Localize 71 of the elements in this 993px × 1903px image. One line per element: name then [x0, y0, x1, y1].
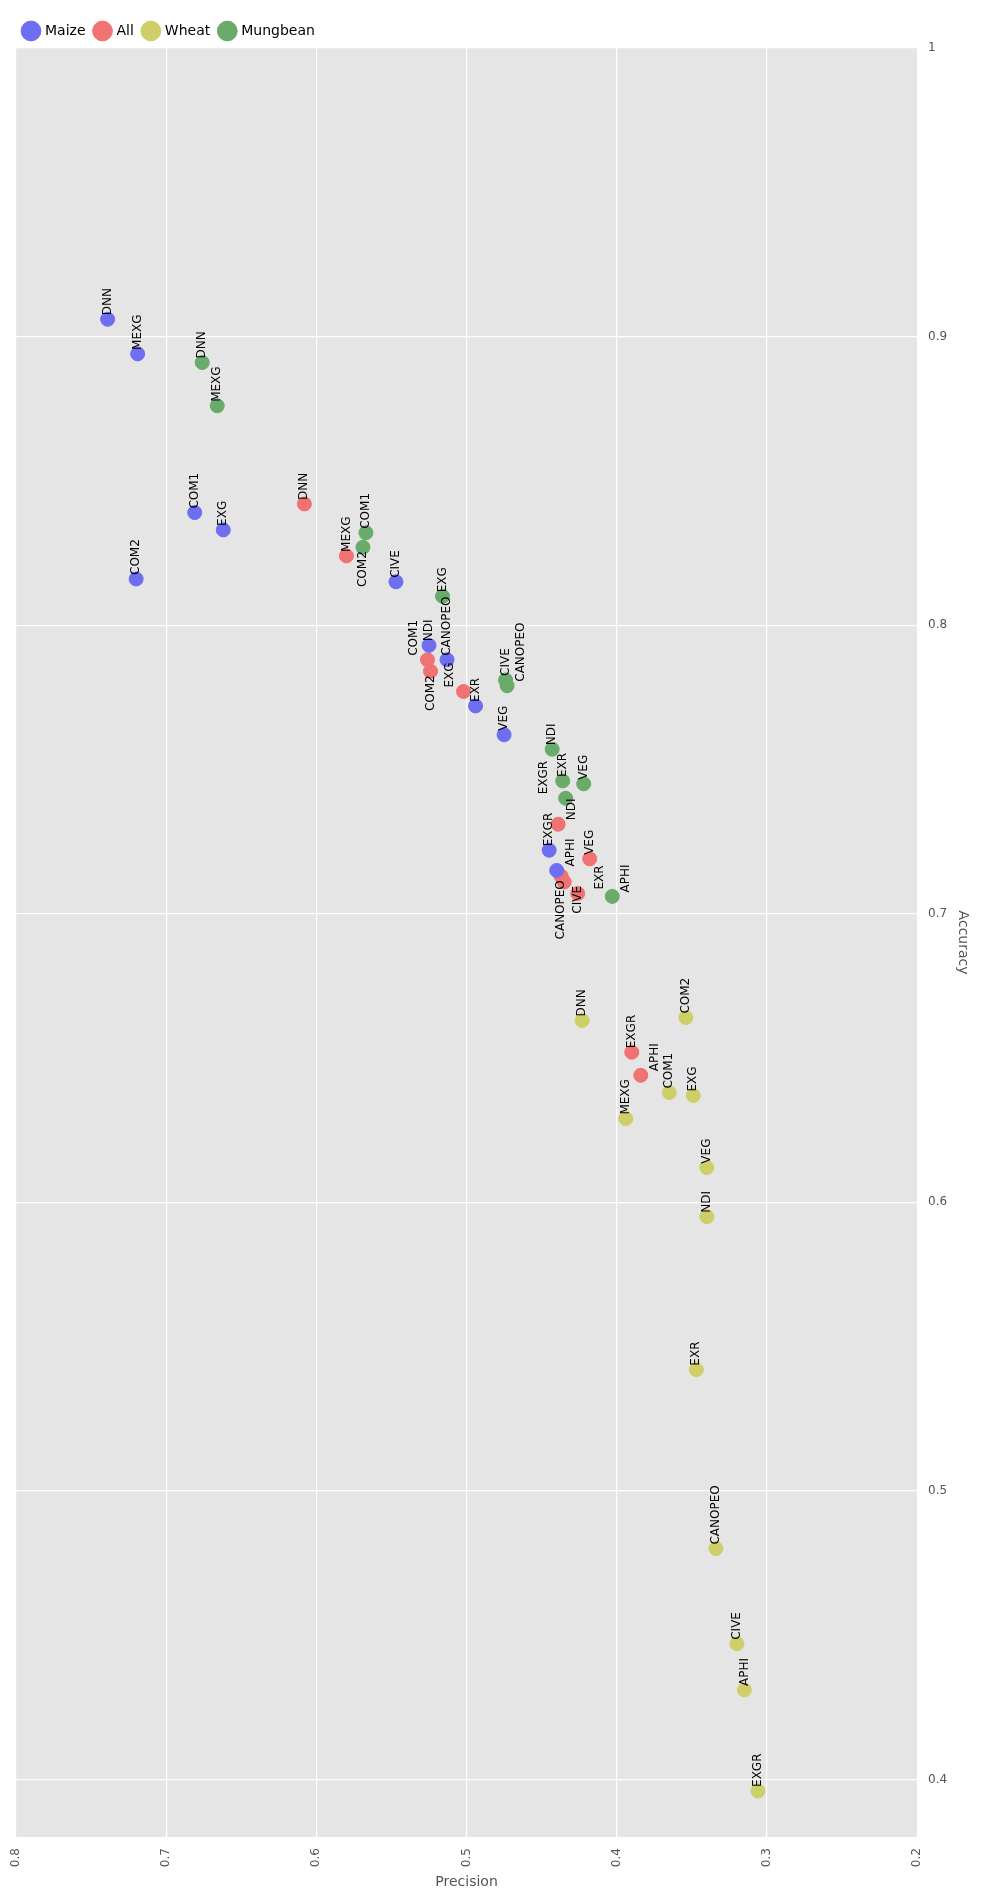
data-label: VEG — [496, 705, 511, 731]
data-label: EXGR — [535, 760, 550, 795]
data-label: NDI — [421, 619, 436, 642]
data-label: EXR — [554, 752, 569, 777]
x-tick-label: 0.5 — [458, 1848, 473, 1868]
data-label: NDI — [544, 723, 559, 746]
data-label: EXGR — [623, 1014, 638, 1049]
data-label: CANOPEO — [439, 596, 454, 656]
x-tick-label: 0.8 — [8, 1848, 23, 1868]
y-axis-title: Accuracy — [955, 910, 972, 975]
data-label: COM2 — [677, 977, 692, 1014]
legend-label: Maize — [45, 21, 86, 38]
data-label: VEG — [581, 829, 596, 855]
data-label: NDI — [564, 798, 579, 821]
data-label: COM2 — [128, 539, 143, 575]
point — [549, 862, 565, 878]
data-label: MEXG — [209, 366, 224, 402]
data-label: APHI — [618, 864, 633, 893]
point — [633, 1067, 649, 1083]
data-label: MEXG — [617, 1079, 632, 1115]
data-label: CIVE — [388, 550, 403, 578]
data-label: COM1 — [661, 1052, 676, 1089]
data-label: COM2 — [355, 551, 370, 588]
data-label: EXR — [688, 1341, 703, 1366]
data-label: MEXG — [338, 516, 353, 552]
y-tick-label: 0.4 — [928, 1771, 948, 1786]
data-label: CIVE — [729, 1612, 744, 1640]
data-label: COM1 — [186, 472, 201, 509]
legend-label: Mungbean — [241, 21, 315, 38]
y-tick-label: 0.7 — [928, 905, 948, 920]
data-label: EXR — [591, 865, 606, 890]
data-label: EXG — [215, 500, 230, 526]
data-label: CANOPEO — [513, 622, 528, 682]
data-label: EXR — [467, 677, 482, 702]
data-label: COM1 — [405, 619, 420, 656]
y-tick-label: 0.9 — [928, 328, 948, 343]
legend-label: Wheat — [164, 21, 211, 38]
y-tick-label: 0.8 — [928, 617, 948, 632]
data-label: CANOPEO — [553, 880, 568, 940]
data-label: APHI — [562, 838, 577, 867]
data-label: MEXG — [129, 314, 144, 350]
x-tick-label: 0.3 — [759, 1848, 774, 1868]
legend-label: All — [116, 21, 134, 38]
data-label: NDI — [698, 1190, 713, 1213]
data-label: COM1 — [358, 492, 373, 529]
data-label: DNN — [574, 989, 589, 1017]
data-label: CIVE — [497, 648, 512, 676]
data-label: DNN — [99, 288, 114, 316]
data-label: EXG — [434, 567, 449, 593]
data-label: COM2 — [422, 675, 437, 712]
point — [604, 888, 620, 904]
data-label: EXG — [685, 1066, 700, 1092]
data-label: CIVE — [570, 885, 585, 914]
x-tick-label: 0.7 — [158, 1848, 173, 1868]
data-label: DNN — [194, 331, 209, 359]
x-tick-label: 0.2 — [909, 1848, 924, 1868]
y-tick-label: 1 — [928, 40, 936, 55]
data-label: APHI — [736, 1657, 751, 1686]
data-label: EXGR — [750, 1753, 765, 1787]
data-label: EXGR — [541, 812, 556, 847]
data-label: DNN — [296, 472, 311, 500]
y-tick-label: 0.5 — [928, 1482, 948, 1497]
x-tick-label: 0.6 — [308, 1848, 323, 1868]
data-label: APHI — [646, 1043, 661, 1072]
data-label: VEG — [575, 754, 590, 780]
data-label: CANOPEO — [707, 1485, 722, 1545]
x-tick-label: 0.4 — [608, 1848, 623, 1868]
x-axis-title: Precision — [435, 1873, 498, 1890]
data-label: EXG — [441, 662, 456, 688]
data-label: VEG — [698, 1138, 713, 1164]
y-tick-label: 0.6 — [928, 1194, 948, 1209]
